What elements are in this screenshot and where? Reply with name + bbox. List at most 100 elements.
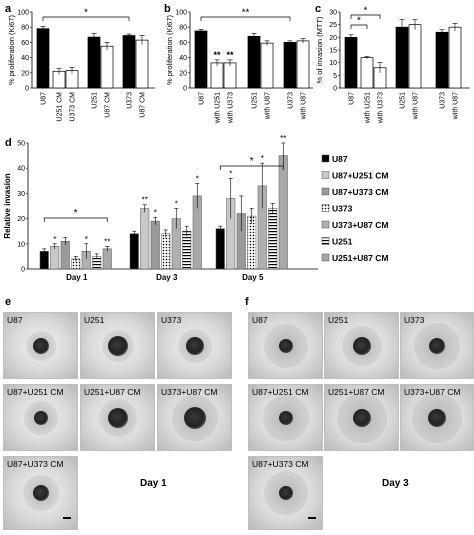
legend-label: U251+U87 CM bbox=[332, 253, 388, 263]
y-tick-label: 60 bbox=[21, 40, 29, 47]
x-tick-label: with U87 bbox=[301, 92, 308, 120]
spheroid bbox=[429, 337, 445, 354]
x-tick-label: with U87 bbox=[413, 92, 420, 120]
y-tick-label: 20 bbox=[21, 70, 29, 77]
bar bbox=[215, 228, 225, 270]
y-tick-label: 20 bbox=[17, 216, 25, 223]
bar bbox=[344, 36, 358, 89]
chart-c-invasion: 0 5 10 15 20 25 30 % of invasion (MTT) U87 with U… bbox=[315, 6, 470, 124]
bar bbox=[210, 62, 224, 89]
x-tick-label: U373 bbox=[440, 92, 447, 109]
panel-letter-d: d bbox=[5, 137, 12, 149]
significance-bracket bbox=[200, 16, 291, 21]
spheroid bbox=[352, 336, 371, 355]
legend-label: U87+U251 CM bbox=[332, 171, 388, 181]
panel-letter-e: e bbox=[5, 296, 12, 308]
y-tick-label: 100 bbox=[17, 10, 29, 17]
image-label: U373 bbox=[161, 315, 182, 325]
bar bbox=[435, 31, 449, 89]
spheroid bbox=[32, 337, 49, 354]
y-axis-label: % of invasion (MTT) bbox=[315, 16, 324, 84]
bar bbox=[360, 57, 374, 89]
legend-label: U373+U87 CM bbox=[332, 220, 388, 230]
spheroid-image: U87+U373 CM bbox=[248, 456, 323, 530]
scale-bar bbox=[63, 517, 71, 519]
chart-a-proliferation: 0 20 40 60 80 100% proliferation (Ki67) U87 U25… bbox=[7, 8, 155, 122]
panel-letter-c: c bbox=[315, 3, 322, 15]
significance-mark: * bbox=[196, 174, 199, 183]
significance-bracket bbox=[350, 24, 368, 29]
spheroid-image: U373+U87 CM bbox=[400, 384, 474, 451]
spheroid-image: U251+U87 CM bbox=[324, 384, 399, 451]
spheroid bbox=[107, 335, 128, 356]
day-label-e: Day 1 bbox=[140, 478, 167, 489]
spheroid bbox=[32, 485, 49, 501]
image-label: U373+U87 CM bbox=[404, 387, 461, 397]
image-label: U87+U373 CM bbox=[7, 459, 64, 469]
bar bbox=[100, 45, 114, 89]
significance-mark: * bbox=[154, 208, 157, 217]
scale-bar bbox=[308, 517, 316, 519]
x-tick-label: Day 5 bbox=[242, 273, 264, 282]
x-tick-label: with U373 bbox=[378, 92, 385, 124]
y-axis-label: % proliferation (Ki67) bbox=[165, 14, 174, 85]
bar bbox=[135, 39, 149, 89]
legend-label: U87+U373 CM bbox=[332, 187, 388, 197]
bar bbox=[247, 35, 261, 89]
spheroid-image: U373 bbox=[157, 312, 232, 379]
significance-mark: * bbox=[229, 169, 232, 178]
x-tick-label: with U87 bbox=[265, 92, 272, 120]
bar bbox=[247, 215, 257, 270]
spheroid-image: U87 bbox=[248, 312, 323, 379]
spheroid bbox=[185, 336, 204, 355]
image-label: U87 bbox=[7, 315, 23, 325]
bar bbox=[122, 35, 136, 89]
bar bbox=[448, 26, 462, 89]
y-tick-label: 20 bbox=[329, 35, 337, 42]
significance-bracket bbox=[219, 165, 284, 170]
image-label: U251+U87 CM bbox=[328, 387, 385, 397]
x-tick-label: U87 bbox=[199, 92, 206, 105]
bar bbox=[223, 62, 237, 89]
y-tick-label: 10 bbox=[329, 60, 337, 67]
x-tick-label: U87 bbox=[349, 92, 356, 105]
panel-letter-f: f bbox=[245, 296, 249, 308]
spheroid bbox=[278, 410, 293, 425]
significance-mark: * bbox=[53, 235, 56, 244]
bar bbox=[102, 248, 112, 270]
legend-label: U373 bbox=[332, 204, 353, 214]
significance-mark: ** bbox=[213, 50, 221, 60]
y-tick-label: 10 bbox=[17, 241, 25, 248]
y-tick-label: 50 bbox=[17, 141, 25, 148]
significance-label: * bbox=[74, 208, 78, 219]
bar bbox=[194, 30, 208, 89]
significance-bracket bbox=[350, 14, 381, 19]
x-tick-label: U373 CM bbox=[70, 92, 77, 122]
significance-label: * bbox=[84, 8, 88, 19]
day-label-f: Day 3 bbox=[382, 478, 409, 489]
panel-letter-a: a bbox=[5, 3, 12, 15]
spheroid-image: U87+U251 CM bbox=[3, 384, 78, 451]
x-tick-label: with U373 bbox=[228, 92, 235, 124]
y-tick-label: 80 bbox=[179, 25, 187, 32]
spheroid-image: U251 bbox=[324, 312, 399, 379]
y-tick-label: 60 bbox=[179, 40, 187, 47]
image-label: U87+U251 CM bbox=[252, 387, 309, 397]
bar bbox=[278, 155, 288, 270]
spheroid bbox=[107, 407, 128, 428]
image-label: U87+U373 CM bbox=[252, 459, 309, 469]
bar bbox=[36, 28, 50, 89]
bar bbox=[87, 36, 101, 89]
significance-mark: * bbox=[175, 200, 178, 209]
y-tick-label: 80 bbox=[21, 25, 29, 32]
bar bbox=[129, 233, 139, 270]
y-tick-label: 0 bbox=[25, 86, 29, 93]
spheroid bbox=[278, 486, 293, 500]
y-axis-label: % proliferation (Ki67) bbox=[7, 14, 16, 85]
y-tick-label: 100 bbox=[175, 10, 187, 17]
x-tick-label: Day 1 bbox=[66, 273, 88, 282]
y-tick-label: 25 bbox=[329, 22, 337, 29]
significance-label: ** bbox=[242, 8, 250, 19]
y-tick-label: 30 bbox=[17, 191, 25, 198]
